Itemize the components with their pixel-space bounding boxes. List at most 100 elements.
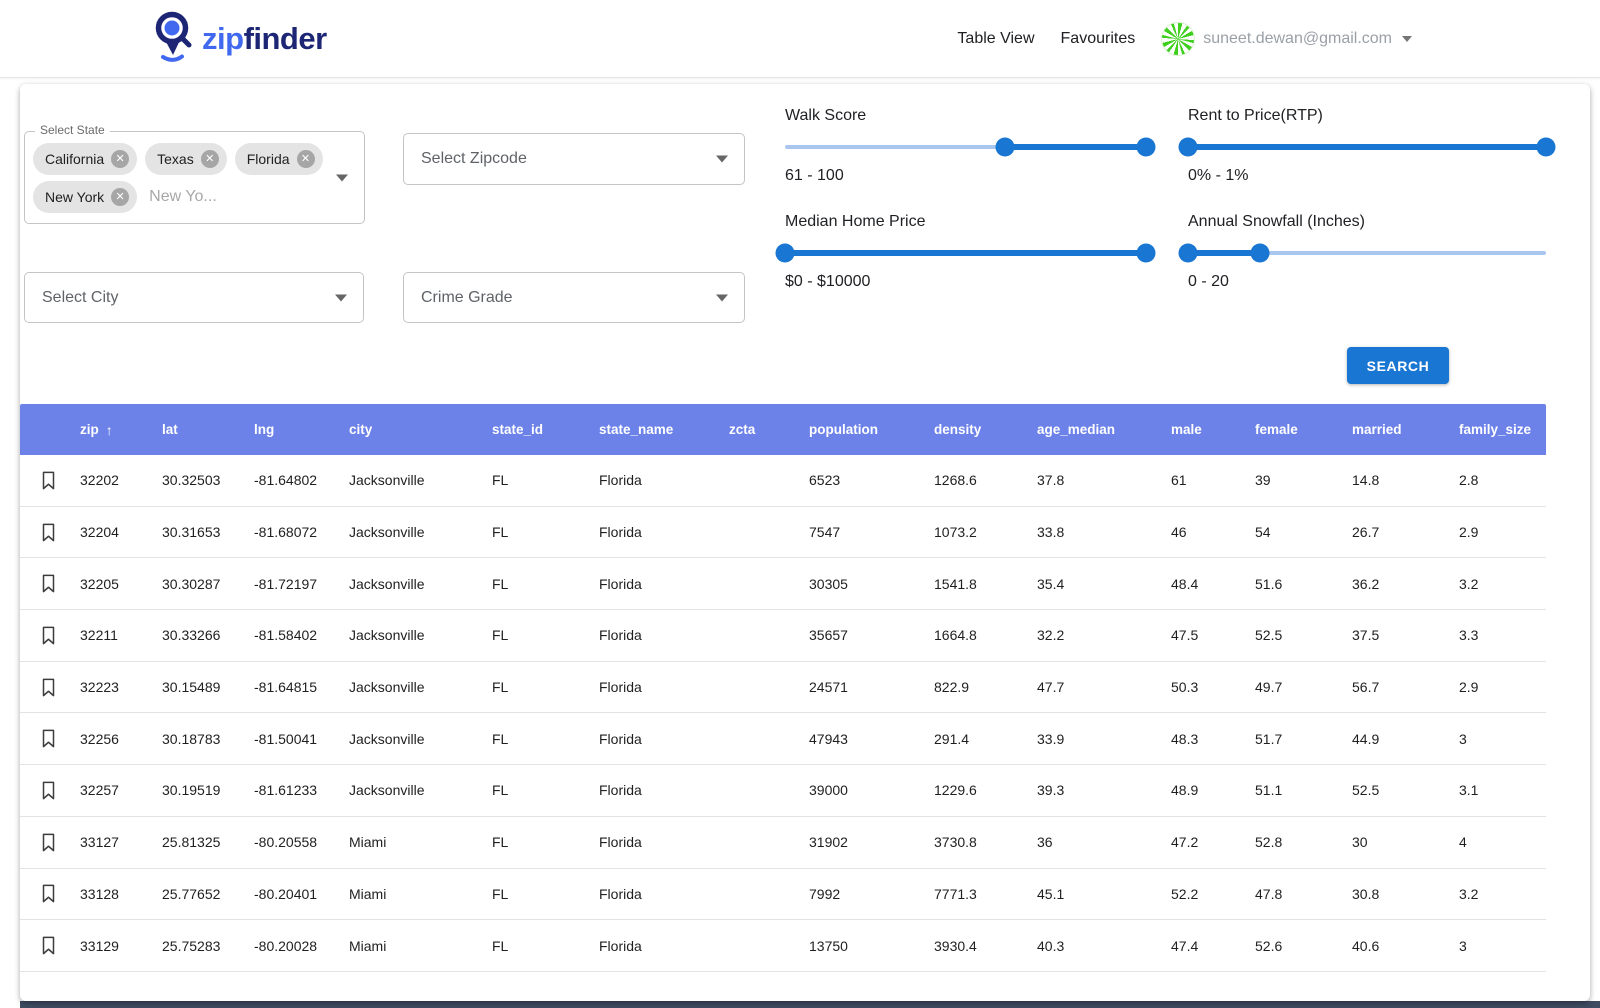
annual-snowfall-label: Annual Snowfall (Inches) (1188, 213, 1365, 230)
walk-score-label: Walk Score (785, 107, 867, 124)
walk-score-handle-low[interactable] (995, 137, 1015, 157)
annual-snowfall-handle-high[interactable] (1250, 243, 1270, 263)
rent-to-price-handle-low[interactable] (1178, 137, 1198, 157)
chip-remove-icon[interactable]: ✕ (111, 188, 130, 206)
select-city-dropdown[interactable]: Select City (24, 272, 364, 323)
state-chip: Texas ✕ (145, 143, 227, 175)
app-bar: zipfinder Table View Favourites suneet.d… (0, 0, 1600, 78)
bookmark-icon[interactable] (41, 523, 56, 542)
annual-snowfall-track[interactable] (1178, 243, 1546, 263)
cell-zip: 32204 (80, 524, 119, 541)
cell-city: Jacksonville (349, 575, 425, 592)
walk-score-track[interactable] (785, 137, 1156, 157)
cell-city: Miami (349, 834, 387, 851)
cell-lng: -80.20558 (254, 834, 318, 851)
avatar (1161, 21, 1196, 56)
table-row: 32204 30.31653 -81.68072 Jacksonville FL Flor… (20, 506, 1546, 559)
cell-family_size: 4 (1459, 834, 1467, 851)
cell-female: 51.6 (1255, 575, 1283, 592)
cell-male: 46 (1171, 524, 1187, 541)
median-home-price-handle-low[interactable] (775, 243, 795, 263)
nav-table-view[interactable]: Table View (957, 29, 1035, 47)
cell-male: 52.2 (1171, 885, 1199, 902)
column-header-lng[interactable]: lng (254, 422, 275, 437)
table-row: 32205 30.30287 -81.72197 Jacksonville FL Flor… (20, 558, 1546, 611)
annual-snowfall-handle-low[interactable] (1178, 243, 1198, 263)
column-header-state_id[interactable]: state_id (492, 422, 544, 437)
cell-married: 56.7 (1352, 679, 1380, 696)
column-header-age_median[interactable]: age_median (1037, 422, 1116, 437)
column-header-female[interactable]: female (1255, 422, 1298, 437)
search-button[interactable]: SEARCH (1347, 347, 1449, 384)
column-header-state_name[interactable]: state_name (599, 422, 674, 437)
cell-state_id: FL (492, 524, 509, 541)
cell-zip: 33127 (80, 834, 119, 851)
cell-age_median: 33.9 (1037, 730, 1065, 747)
cell-female: 52.5 (1255, 627, 1283, 644)
select-state-combobox[interactable]: Select State California ✕ Texas ✕ Florida ✕ Ne… (24, 123, 365, 224)
cell-female: 52.8 (1255, 834, 1283, 851)
table-row: 33129 25.75283 -80.20028 Miami FL Florida 1375… (20, 920, 1546, 972)
logo[interactable]: zipfinder (150, 9, 327, 68)
column-header-lat[interactable]: lat (162, 422, 178, 437)
column-header-population[interactable]: population (809, 422, 878, 437)
table-row: 32223 30.15489 -81.64815 Jacksonville FL Flor… (20, 661, 1546, 714)
bookmark-icon[interactable] (41, 884, 56, 903)
state-dropdown-arrow-icon[interactable] (336, 174, 348, 181)
column-header-city[interactable]: city (349, 422, 373, 437)
cell-city: Jacksonville (349, 627, 425, 644)
cell-density: 291.4 (934, 730, 970, 747)
cell-lat: 30.19519 (162, 782, 221, 799)
bookmark-cell (20, 936, 76, 955)
cell-male: 61 (1171, 472, 1187, 489)
nav-favourites[interactable]: Favourites (1060, 29, 1136, 47)
cell-zip: 33128 (80, 885, 119, 902)
cell-density: 3930.4 (934, 937, 977, 954)
bookmark-icon[interactable] (41, 678, 56, 697)
cell-married: 36.2 (1352, 575, 1380, 592)
bookmark-icon[interactable] (41, 471, 56, 490)
cell-state_name: Florida (599, 472, 642, 489)
column-header-zcta[interactable]: zcta (729, 422, 756, 437)
cell-lng: -81.64815 (254, 679, 318, 696)
chip-remove-icon[interactable]: ✕ (200, 150, 219, 168)
rent-to-price-handle-high[interactable] (1536, 137, 1556, 157)
median-home-price-track[interactable] (775, 243, 1156, 263)
bookmark-icon[interactable] (41, 781, 56, 800)
median-home-price-handle-high[interactable] (1136, 243, 1156, 263)
state-input-text[interactable]: New Yo... (149, 188, 217, 205)
column-header-zip[interactable]: zip ↑ (80, 421, 113, 438)
bookmark-cell (20, 781, 76, 800)
bookmark-cell (20, 626, 76, 645)
bookmark-icon[interactable] (41, 574, 56, 593)
walk-score-handle-high[interactable] (1136, 137, 1156, 157)
select-zipcode-label: Select Zipcode (421, 150, 527, 167)
column-header-married[interactable]: married (1352, 422, 1402, 437)
cell-state_name: Florida (599, 575, 642, 592)
cell-lat: 30.15489 (162, 679, 221, 696)
bookmark-icon[interactable] (41, 626, 56, 645)
cell-age_median: 33.8 (1037, 524, 1065, 541)
cell-zip: 32202 (80, 472, 119, 489)
cell-age_median: 37.8 (1037, 472, 1065, 489)
bookmark-icon[interactable] (41, 936, 56, 955)
table-row: 32202 30.32503 -81.64802 Jacksonville FL Flor… (20, 455, 1546, 507)
cell-family_size: 3 (1459, 937, 1467, 954)
select-zipcode-dropdown[interactable]: Select Zipcode (403, 133, 745, 185)
cell-lat: 30.30287 (162, 575, 221, 592)
cell-lng: -81.72197 (254, 575, 318, 592)
column-header-family_size[interactable]: family_size (1459, 422, 1532, 437)
cell-density: 1268.6 (934, 472, 977, 489)
column-header-male[interactable]: male (1171, 422, 1202, 437)
chip-remove-icon[interactable]: ✕ (296, 150, 315, 168)
rent-to-price-track[interactable] (1178, 137, 1556, 157)
cell-state_id: FL (492, 885, 509, 902)
cell-zip: 32205 (80, 575, 119, 592)
bookmark-icon[interactable] (41, 833, 56, 852)
crime-grade-dropdown[interactable]: Crime Grade (403, 272, 745, 323)
chip-remove-icon[interactable]: ✕ (111, 150, 130, 168)
account-menu[interactable]: suneet.dewan@gmail.com (1161, 21, 1412, 56)
column-header-density[interactable]: density (934, 422, 982, 437)
bookmark-icon[interactable] (41, 729, 56, 748)
